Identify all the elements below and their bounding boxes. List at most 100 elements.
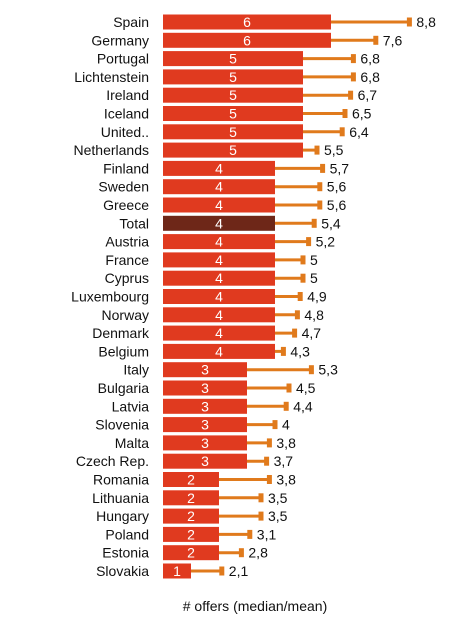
mean-whisker-cap (283, 401, 289, 411)
category-label: Total (119, 215, 149, 231)
category-label: Slovenia (95, 417, 149, 433)
mean-whisker-cap (247, 529, 253, 539)
category-label: Luxembourg (71, 289, 149, 305)
median-value-label: 4 (215, 160, 223, 176)
median-value-label: 5 (229, 106, 237, 122)
median-bar (163, 270, 275, 286)
mean-whisker-cap (373, 35, 379, 45)
median-value-label: 4 (215, 270, 223, 286)
median-bar (163, 526, 219, 542)
mean-value-label: 2,8 (248, 545, 268, 561)
mean-whisker-cap (308, 365, 314, 375)
median-value-label: 3 (201, 453, 209, 469)
median-value-label: 3 (201, 362, 209, 378)
median-value-label: 2 (187, 545, 195, 561)
median-value-label: 4 (215, 325, 223, 341)
median-bar (163, 51, 303, 67)
mean-whisker-cap (292, 328, 298, 338)
median-bar (163, 435, 247, 451)
mean-whisker-cap (258, 493, 264, 503)
mean-value-label: 5 (310, 252, 318, 268)
median-bar (163, 453, 247, 469)
category-label: Netherlands (74, 142, 150, 158)
mean-value-label: 4,7 (302, 325, 322, 341)
mean-whisker-cap (406, 17, 412, 27)
mean-value-label: 4,9 (307, 289, 327, 305)
mean-whisker-cap (350, 72, 356, 82)
median-bar (163, 325, 275, 341)
mean-value-label: 5,6 (327, 197, 347, 213)
median-bar (163, 398, 247, 414)
mean-whisker-cap (306, 237, 312, 247)
mean-whisker-cap (280, 346, 286, 356)
median-bar (163, 142, 303, 158)
median-bar (163, 87, 303, 103)
mean-whisker-cap (320, 163, 326, 173)
median-value-label: 5 (229, 69, 237, 85)
category-label: Greece (103, 197, 149, 213)
median-bar (163, 69, 303, 85)
mean-value-label: 3,5 (268, 490, 288, 506)
mean-whisker-cap (314, 145, 320, 155)
category-label: Romania (93, 472, 149, 488)
category-label: France (105, 252, 149, 268)
median-bar (163, 563, 191, 579)
mean-value-label: 5 (310, 270, 318, 286)
mean-whisker-cap (317, 200, 323, 210)
mean-value-label: 6,7 (358, 87, 378, 103)
mean-value-label: 7,6 (383, 32, 403, 48)
mean-value-label: 3,7 (274, 453, 294, 469)
category-label: Austria (105, 234, 149, 250)
category-label: Sweden (98, 179, 149, 195)
category-label: Bulgaria (98, 380, 150, 396)
median-bar (163, 472, 219, 487)
median-bar (163, 508, 219, 524)
median-bar (163, 490, 219, 506)
median-bar (163, 179, 275, 195)
median-bar (163, 545, 219, 561)
mean-whisker-cap (317, 182, 323, 192)
mean-whisker-cap (297, 292, 303, 301)
mean-whisker-cap (266, 475, 272, 484)
mean-value-label: 4,3 (290, 343, 310, 359)
median-bar (163, 343, 275, 359)
mean-value-label: 4,5 (296, 380, 316, 396)
category-label: Malta (115, 435, 149, 451)
mean-markers-layer (191, 17, 412, 576)
mean-whisker-cap (266, 438, 272, 448)
category-label: Iceland (104, 106, 149, 122)
median-value-label: 3 (201, 380, 209, 396)
mean-value-label: 8,8 (416, 14, 436, 30)
median-value-label: 2 (187, 472, 195, 488)
mean-value-label: 5,4 (321, 215, 341, 231)
median-value-label: 5 (229, 51, 237, 67)
median-bar (163, 417, 247, 433)
mean-value-label: 6,4 (349, 124, 369, 140)
median-value-label: 1 (173, 563, 181, 579)
mean-whisker-cap (348, 90, 354, 100)
median-bar (163, 14, 331, 30)
mean-whisker-cap (238, 548, 244, 558)
mean-whisker-cap (342, 109, 348, 118)
mean-value-label: 4,8 (304, 307, 324, 323)
median-value-label: 3 (201, 398, 209, 414)
category-label: United.. (101, 124, 149, 140)
category-label: Spain (113, 14, 149, 30)
median-value-label: 4 (215, 307, 223, 323)
category-label: Czech Rep. (76, 453, 149, 469)
mean-value-label: 5,7 (330, 160, 350, 176)
median-bar (163, 289, 275, 304)
category-label: Slovakia (96, 563, 149, 579)
median-value-label: 4 (215, 289, 223, 305)
category-label: Lichtenstein (74, 69, 149, 85)
category-label: Denmark (92, 325, 150, 341)
median-value-label: 4 (215, 215, 223, 231)
category-label: Belgium (98, 343, 149, 359)
mean-whisker-cap (350, 54, 356, 64)
x-axis-label: # offers (median/mean) (183, 598, 327, 614)
median-bar (163, 32, 331, 48)
mean-value-label: 6,5 (352, 106, 372, 122)
mean-value-label: 5,2 (316, 234, 336, 250)
median-bar (163, 252, 275, 268)
